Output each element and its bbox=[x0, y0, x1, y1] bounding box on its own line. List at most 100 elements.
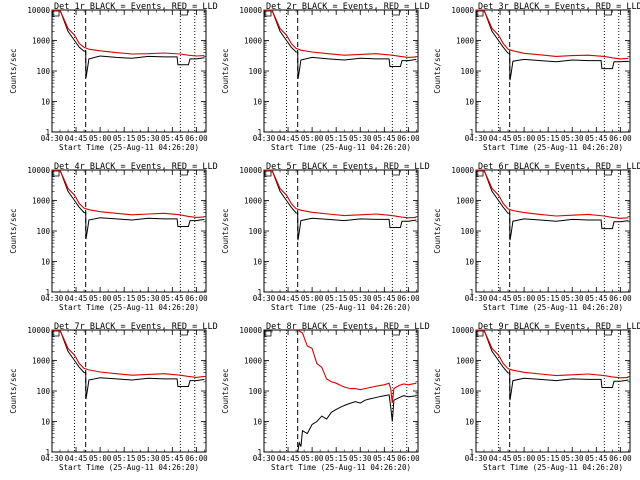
x-tick-label: 04:30 bbox=[465, 134, 488, 143]
lld-series-line bbox=[264, 9, 417, 58]
events-series-line bbox=[476, 9, 629, 81]
x-tick-label: 05:00 bbox=[301, 134, 324, 143]
y-tick-label: 10000 bbox=[451, 6, 474, 15]
x-tick-label: 04:30 bbox=[41, 294, 64, 303]
events-series-line bbox=[52, 329, 205, 399]
interval-bracket bbox=[179, 10, 188, 16]
x-tick-label: 05:00 bbox=[301, 294, 324, 303]
y-tick-label: 1 bbox=[45, 448, 50, 457]
plot-frame bbox=[51, 9, 207, 133]
x-tick-label: 06:00 bbox=[609, 454, 632, 463]
x-tick-label: 05:30 bbox=[349, 134, 372, 143]
corner-marker bbox=[52, 330, 60, 337]
y-tick-label: 1000 bbox=[244, 197, 263, 206]
x-axis-title: Start Time (25-Aug-11 04:26:20) bbox=[59, 463, 199, 472]
y-tick-label: 100 bbox=[248, 67, 262, 76]
events-series-line bbox=[52, 9, 205, 78]
plot-frame bbox=[475, 169, 631, 293]
panel-title: Det 1r BLACK = Events, RED = LLD bbox=[54, 2, 218, 12]
y-axis-title: Counts/sec bbox=[433, 48, 442, 93]
y-tick-label: 1 bbox=[45, 288, 50, 297]
plot-frame bbox=[51, 169, 207, 293]
y-axis-title: Counts/sec bbox=[221, 208, 230, 253]
x-tick-label: 05:00 bbox=[513, 134, 536, 143]
x-tick-label: 04:30 bbox=[41, 454, 64, 463]
y-tick-label: 10000 bbox=[239, 166, 262, 175]
panel-det-1: Det 1r BLACK = Events, RED = LLD 1 10 100 10… bbox=[9, 2, 218, 152]
plot-frame bbox=[51, 329, 207, 453]
x-tick-label: 05:45 bbox=[161, 134, 184, 143]
y-tick-label: 1 bbox=[469, 128, 474, 137]
events-series-line bbox=[264, 9, 417, 79]
x-tick-label: 06:00 bbox=[185, 134, 208, 143]
x-tick-label: 04:45 bbox=[277, 294, 300, 303]
y-tick-label: 1 bbox=[45, 128, 50, 137]
lld-series-line bbox=[52, 9, 205, 57]
y-tick-label: 10000 bbox=[239, 6, 262, 15]
y-tick-label: 1000 bbox=[456, 37, 475, 46]
x-tick-label: 06:00 bbox=[609, 294, 632, 303]
interval-bracket bbox=[603, 330, 612, 336]
y-tick-label: 10000 bbox=[239, 326, 262, 335]
x-tick-label: 05:30 bbox=[137, 294, 160, 303]
plot-frame bbox=[263, 9, 419, 133]
x-tick-label: 04:30 bbox=[253, 134, 276, 143]
x-tick-label: 05:30 bbox=[561, 454, 584, 463]
y-tick-label: 10 bbox=[41, 258, 51, 267]
x-tick-label: 05:45 bbox=[373, 294, 396, 303]
panel-det-6: Det 6r BLACK = Events, RED = LLD 1 10 100 10… bbox=[433, 162, 640, 312]
y-axis-title: Counts/sec bbox=[433, 368, 442, 413]
events-series-line bbox=[264, 169, 417, 241]
y-tick-label: 100 bbox=[36, 67, 50, 76]
y-axis-title: Counts/sec bbox=[9, 368, 18, 413]
y-tick-label: 1 bbox=[469, 448, 474, 457]
x-tick-label: 05:45 bbox=[585, 134, 608, 143]
x-tick-label: 05:45 bbox=[585, 294, 608, 303]
x-tick-label: 04:30 bbox=[465, 294, 488, 303]
panel-det-3: Det 3r BLACK = Events, RED = LLD 1 10 100 10… bbox=[433, 2, 640, 152]
x-tick-label: 04:45 bbox=[65, 294, 88, 303]
panel-title: Det 3r BLACK = Events, RED = LLD bbox=[478, 2, 640, 12]
panel-title: Det 7r BLACK = Events, RED = LLD bbox=[54, 322, 218, 332]
x-tick-label: 05:30 bbox=[349, 454, 372, 463]
interval-bracket bbox=[603, 10, 612, 16]
corner-marker bbox=[264, 170, 272, 177]
lld-series-line bbox=[476, 9, 629, 60]
y-tick-label: 1000 bbox=[32, 37, 51, 46]
y-tick-label: 100 bbox=[248, 227, 262, 236]
x-tick-label: 05:00 bbox=[89, 454, 112, 463]
x-tick-label: 05:15 bbox=[325, 454, 348, 463]
x-axis-title: Start Time (25-Aug-11 04:26:20) bbox=[483, 463, 623, 472]
x-tick-label: 05:15 bbox=[537, 454, 560, 463]
lld-series-line bbox=[476, 169, 629, 219]
lld-series-line bbox=[264, 169, 417, 219]
lld-series-line bbox=[52, 329, 205, 378]
x-tick-label: 05:45 bbox=[373, 454, 396, 463]
y-tick-label: 1000 bbox=[32, 357, 51, 366]
x-tick-label: 04:45 bbox=[489, 294, 512, 303]
corner-marker bbox=[52, 10, 60, 17]
x-axis-title: Start Time (25-Aug-11 04:26:20) bbox=[271, 143, 411, 152]
y-axis-title: Counts/sec bbox=[221, 48, 230, 93]
plot-frame bbox=[263, 169, 419, 293]
panel-det-8: Det 8r BLACK = Events, RED = LLD 1 10 100 10… bbox=[221, 322, 430, 472]
y-tick-label: 1 bbox=[257, 128, 262, 137]
x-tick-label: 05:15 bbox=[537, 294, 560, 303]
x-tick-label: 04:45 bbox=[489, 454, 512, 463]
corner-marker bbox=[264, 10, 272, 17]
x-tick-label: 05:00 bbox=[513, 294, 536, 303]
x-tick-label: 05:15 bbox=[113, 294, 136, 303]
x-tick-label: 04:30 bbox=[253, 454, 276, 463]
corner-marker bbox=[264, 330, 272, 337]
x-axis-title: Start Time (25-Aug-11 04:26:20) bbox=[59, 143, 199, 152]
y-tick-label: 1000 bbox=[456, 357, 475, 366]
y-axis-title: Counts/sec bbox=[9, 48, 18, 93]
events-series-line bbox=[476, 169, 629, 241]
y-tick-label: 1000 bbox=[32, 197, 51, 206]
y-tick-label: 10 bbox=[41, 98, 51, 107]
x-tick-label: 05:30 bbox=[137, 454, 160, 463]
y-tick-label: 10 bbox=[41, 418, 51, 427]
x-axis-title: Start Time (25-Aug-11 04:26:20) bbox=[271, 303, 411, 312]
y-tick-label: 10000 bbox=[27, 326, 50, 335]
